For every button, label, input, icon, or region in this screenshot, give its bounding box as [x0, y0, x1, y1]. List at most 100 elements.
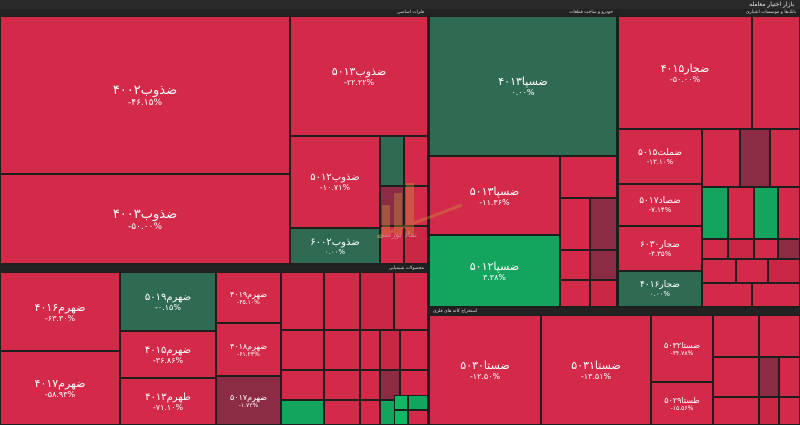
stock-symbol: ضسپا۵۰۱۳ — [469, 184, 520, 198]
stock-tile[interactable]: ضصاد۵۰۱۷ -۷.۱۴% — [618, 184, 702, 226]
stock-tile-small[interactable] — [408, 395, 428, 410]
stock-tile-small[interactable] — [408, 410, 428, 425]
stock-tile-small[interactable] — [754, 187, 778, 239]
stock-symbol: ضهرم۴۰۱۷ — [34, 377, 86, 390]
stock-tile[interactable]: ضهرم۴۰۱۷ -۵۸.۹۳% — [0, 351, 120, 425]
stock-tile[interactable]: طستا۵۰۲۹ -۱۵.۵۶% — [651, 382, 713, 425]
stock-tile-small[interactable] — [713, 397, 759, 425]
stock-tile[interactable]: ضسپا۴۰۱۳ ۰.۰۰% — [429, 16, 617, 156]
sector-automotive[interactable]: خودرو و ساخت قطعات ضسپا۴۰۱۳ ۰.۰۰% ضسپا۵۰… — [429, 9, 617, 307]
stock-tile-small[interactable] — [281, 330, 324, 370]
stock-tile-small[interactable] — [770, 129, 800, 187]
sector-mining[interactable]: استخراج کانه های فلزی ضستا۵۰۳۰ -۱۲.۵۰% ض… — [429, 308, 800, 425]
stock-symbol: ضهرم۴۰۱۸ — [229, 341, 268, 351]
stock-tile-small[interactable] — [740, 129, 770, 187]
stock-tile[interactable]: ضذوب۵۰۱۲ -۱۰.۷۱% — [290, 136, 380, 228]
stock-tile-small[interactable] — [560, 198, 590, 250]
stock-tile-small[interactable] — [380, 136, 404, 186]
stock-tile[interactable]: ضهرم۴۰۱۵ -۳۶.۸۶% — [120, 331, 216, 378]
stock-tile-small[interactable] — [281, 400, 324, 425]
stock-tile-small[interactable] — [324, 400, 360, 425]
stock-tile[interactable]: ضذوب۴۰۰۲ -۴۶.۱۵% — [0, 16, 290, 174]
stock-tile-small[interactable] — [394, 410, 408, 425]
stock-tile-small[interactable] — [768, 259, 800, 283]
stock-tile-small[interactable] — [394, 272, 428, 330]
sector-chemicals[interactable]: محصولات شیمیایی ضهرم۴۰۱۶ -۶۳.۳۰% ضهرم۴۰۱… — [0, 265, 428, 425]
stock-tile-small[interactable] — [360, 272, 394, 330]
stock-tile[interactable]: ضجار۴۰۱۵ -۵۰.۰۰% — [618, 16, 752, 129]
stock-tile-small[interactable] — [560, 156, 617, 198]
stock-tile-small[interactable] — [702, 239, 728, 259]
stock-tile-small[interactable] — [702, 187, 728, 239]
stock-tile-small[interactable] — [713, 357, 759, 397]
stock-tile-small[interactable] — [324, 272, 360, 330]
stock-tile[interactable]: ضهرم۴۰۱۹ -۴۵.۱۰% — [216, 272, 281, 323]
sector-title: بانک‌ها و موسسات اعتباری — [746, 10, 796, 15]
stock-change: -۳۶.۸۶% — [152, 355, 184, 365]
stock-tile-small[interactable] — [759, 357, 779, 397]
stock-tile-small[interactable] — [324, 330, 360, 370]
stock-tile[interactable]: ضذوب۶۰۰۲ ۰.۰۰% — [290, 228, 380, 264]
stock-change: -۱۳.۵۱% — [580, 372, 612, 381]
stock-tile[interactable]: ضهرم۵۰۱۹ -۰.۱۵% — [120, 272, 216, 331]
stock-tile-small[interactable] — [778, 239, 800, 259]
stock-tile-small[interactable] — [380, 226, 404, 264]
stock-change: ۳.۳۸% — [482, 273, 507, 282]
stock-tile[interactable]: ضذوب۴۰۰۳ -۵۰.۰۰% — [0, 174, 290, 264]
stock-tile-small[interactable] — [590, 198, 617, 250]
stock-tile-small[interactable] — [590, 280, 617, 307]
stock-tile-small[interactable] — [394, 395, 408, 410]
stock-tile[interactable]: ضستا۵۰۳۲ -۳۴.۷۸% — [651, 315, 713, 382]
stock-tile-small[interactable] — [779, 357, 800, 397]
stock-tile[interactable]: طهرم۴۰۱۳ -۷۱.۱۰% — [120, 378, 216, 425]
stock-tile[interactable]: ضستا۵۰۳۱ -۱۳.۵۱% — [541, 315, 651, 425]
sector-banks[interactable]: بانک‌ها و موسسات اعتباری ضجار۴۰۱۵ -۵۰.۰۰… — [618, 9, 800, 307]
stock-change: -۵۸.۹۳% — [44, 390, 76, 399]
stock-tile-small[interactable] — [400, 330, 428, 370]
stock-tile[interactable]: ضجار۶۰۳۰ -۴.۳۵% — [618, 226, 702, 271]
stock-tile[interactable]: ضذوب۵۰۱۳ -۲۲.۲۲% — [290, 16, 428, 136]
stock-symbol: ضذوب۴۰۰۳ — [112, 206, 178, 222]
stock-tile-small[interactable] — [590, 250, 617, 280]
stock-tile-small[interactable] — [702, 283, 752, 307]
stock-tile[interactable]: ضسپا۵۰۱۳ -۱۱.۳۶% — [429, 156, 560, 235]
stock-tile-small[interactable] — [360, 330, 380, 370]
stock-tile-small[interactable] — [360, 370, 380, 400]
stock-tile-small[interactable] — [728, 187, 754, 239]
stock-tile-small[interactable] — [324, 370, 360, 400]
stock-tile-small[interactable] — [560, 250, 590, 280]
stock-tile-small[interactable] — [759, 397, 779, 425]
stock-tile-small[interactable] — [759, 315, 800, 357]
stock-tile-small[interactable] — [360, 400, 380, 425]
stock-symbol: ضهرم۵۰۱۷ — [229, 392, 268, 402]
stock-tile[interactable]: ضهرم۴۰۱۸ -۶۱.۲۳% — [216, 323, 281, 376]
stock-tile[interactable]: ضملت۵۰۱۵ -۱۳.۱۰% — [618, 129, 702, 184]
stock-tile-small[interactable] — [404, 226, 428, 264]
stock-tile[interactable]: ضهرم۴۰۱۶ -۶۳.۳۰% — [0, 272, 120, 351]
sector-basic-metals[interactable]: فلزات اساسی ضذوب۴۰۰۲ -۴۶.۱۵% ضذوب۴۰۰۳ -۵… — [0, 9, 428, 264]
stock-tile-small[interactable] — [728, 239, 754, 259]
stock-tile[interactable]: ضجار۴۰۱۶ ۰.۰۰% — [618, 271, 702, 307]
stock-tile-small[interactable] — [713, 315, 759, 357]
stock-change: -۵۰.۰۰% — [669, 74, 701, 84]
stock-tile[interactable]: ضسپا۵۰۱۲ ۳.۳۸% — [429, 235, 560, 307]
stock-tile-small[interactable] — [404, 136, 428, 186]
stock-tile-small[interactable] — [754, 239, 778, 259]
stock-tile-small[interactable] — [752, 283, 800, 307]
stock-tile-small[interactable] — [380, 186, 404, 226]
stock-tile-small[interactable] — [281, 370, 324, 400]
stock-tile-small[interactable] — [779, 397, 800, 425]
stock-tile-small[interactable] — [702, 129, 740, 187]
stock-symbol: ضهرم۴۰۱۵ — [144, 344, 192, 356]
stock-tile-small[interactable] — [380, 370, 400, 400]
stock-tile-small[interactable] — [702, 259, 736, 283]
stock-tile[interactable]: ضهرم۵۰۱۷ -۱.۷۲% — [216, 376, 281, 425]
stock-tile-small[interactable] — [404, 186, 428, 226]
stock-tile-small[interactable] — [281, 272, 324, 330]
stock-tile-small[interactable] — [778, 187, 800, 239]
stock-tile-small[interactable] — [380, 330, 400, 370]
stock-tile-small[interactable] — [736, 259, 768, 283]
stock-tile[interactable]: ضستا۵۰۳۰ -۱۲.۵۰% — [429, 315, 541, 425]
stock-tile-small[interactable] — [560, 280, 590, 307]
stock-tile-small[interactable] — [752, 16, 800, 129]
